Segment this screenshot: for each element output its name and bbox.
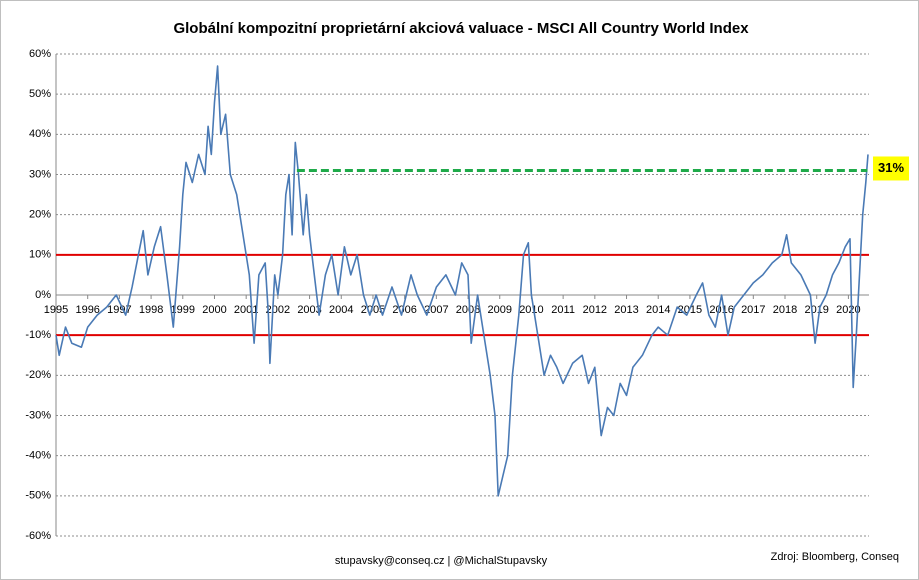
- y-tick-label: 60%: [29, 48, 51, 60]
- x-tick-label: 2008: [456, 304, 480, 316]
- x-tick-label: 2000: [202, 304, 226, 316]
- x-tick-label: 2006: [392, 304, 416, 316]
- y-tick-label: 20%: [29, 209, 51, 221]
- x-tick-label: 2020: [836, 304, 860, 316]
- footer-right: Zdroj: Bloomberg, Conseq: [771, 551, 899, 563]
- y-tick-label: 50%: [29, 88, 51, 100]
- x-tick-label: 1996: [75, 304, 99, 316]
- x-tick-label: 2004: [329, 304, 353, 316]
- x-tick-label: 2017: [741, 304, 765, 316]
- level-label-box: [873, 156, 909, 181]
- y-tick-label: -40%: [25, 450, 51, 462]
- y-tick-label: -20%: [25, 369, 51, 381]
- x-tick-label: 2011: [551, 304, 575, 316]
- footer-left: stupavsky@conseq.cz | @MichalStupavsky: [335, 555, 548, 567]
- chart-title: Globální kompozitní proprietární akciová…: [173, 20, 749, 37]
- y-tick-label: 40%: [29, 128, 51, 140]
- y-tick-label: -60%: [25, 530, 51, 542]
- x-tick-label: 1999: [171, 304, 195, 316]
- x-tick-label: 2019: [804, 304, 828, 316]
- y-tick-label: 0%: [35, 289, 51, 301]
- x-tick-label: 2012: [583, 304, 607, 316]
- x-tick-label: 2014: [646, 304, 670, 316]
- y-tick-label: -50%: [25, 490, 51, 502]
- y-tick-label: -30%: [25, 409, 51, 421]
- x-tick-label: 2018: [773, 304, 797, 316]
- data-line: [55, 65, 869, 497]
- x-tick-label: 2016: [709, 304, 733, 316]
- x-tick-label: 2010: [519, 304, 543, 316]
- x-tick-label: 2009: [488, 304, 512, 316]
- y-tick-label: 10%: [29, 249, 51, 261]
- x-tick-label: 1995: [44, 304, 68, 316]
- x-tick-label: 1998: [139, 304, 163, 316]
- x-tick-label: 2001: [234, 304, 258, 316]
- level-label: 31%: [878, 160, 904, 175]
- x-tick-label: 2013: [614, 304, 638, 316]
- y-tick-label: 30%: [29, 168, 51, 180]
- x-tick-label: 2003: [297, 304, 321, 316]
- y-tick-label: -10%: [25, 329, 51, 341]
- x-tick-label: 2002: [266, 304, 290, 316]
